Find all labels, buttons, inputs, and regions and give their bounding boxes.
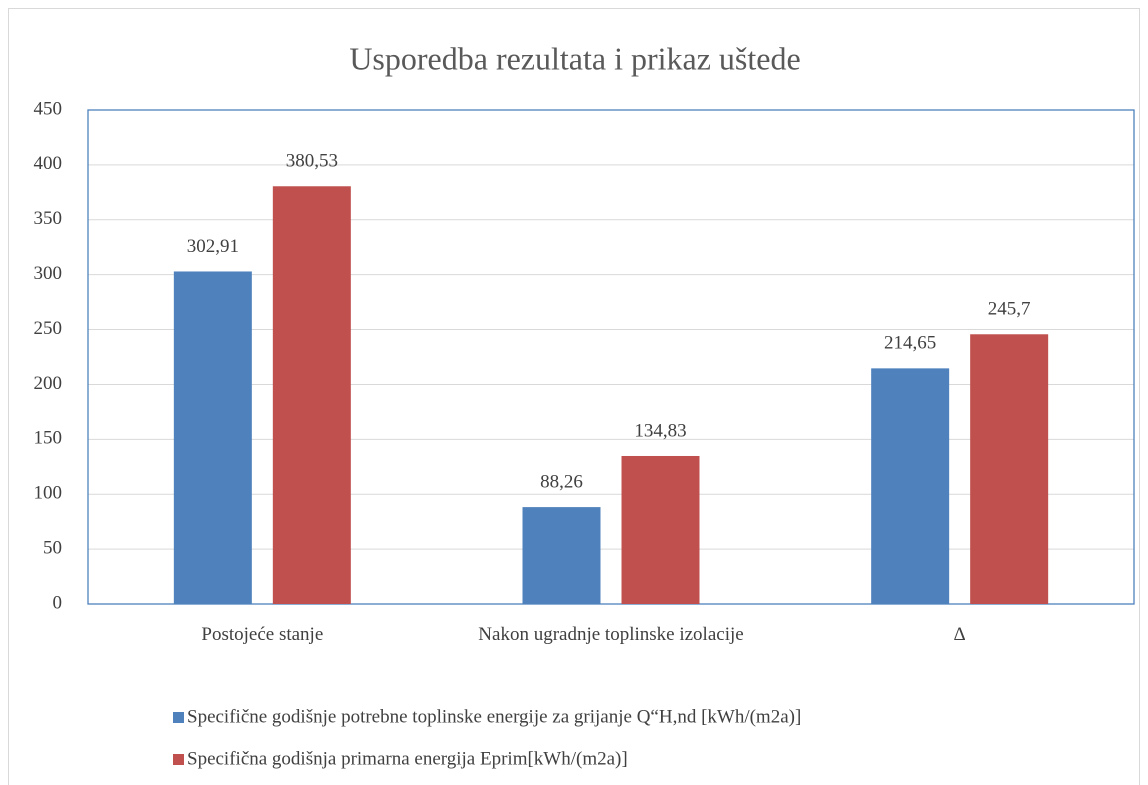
y-tick-label: 350 xyxy=(34,208,63,229)
legend-label: Specifična godišnja primarna energija Ep… xyxy=(187,748,628,769)
y-tick-label: 150 xyxy=(34,428,63,449)
data-label: 245,7 xyxy=(988,299,1031,320)
x-tick-label: Δ xyxy=(953,624,966,645)
bar xyxy=(970,334,1049,604)
data-label: 380,53 xyxy=(286,151,338,172)
bar xyxy=(621,455,700,604)
bar xyxy=(871,368,950,604)
y-tick-label: 0 xyxy=(53,592,63,613)
x-tick-label: Nakon ugradnje toplinske izolacije xyxy=(478,624,744,645)
bar xyxy=(522,507,601,604)
y-tick-label: 400 xyxy=(34,153,63,174)
chart-title: Usporedba rezultata i prikaz uštede xyxy=(349,40,800,76)
plot-border xyxy=(87,109,1135,605)
data-label: 214,65 xyxy=(884,333,936,354)
x-tick-label: Postojeće stanje xyxy=(201,624,324,645)
data-label: 302,91 xyxy=(187,236,239,257)
bar xyxy=(173,271,252,604)
legend-swatch xyxy=(173,754,184,765)
y-tick-label: 250 xyxy=(34,318,63,339)
y-tick-label: 100 xyxy=(34,483,63,504)
y-tick-label: 300 xyxy=(34,263,63,284)
data-label: 88,26 xyxy=(540,471,583,492)
y-tick-label: 200 xyxy=(34,373,63,394)
legend-label: Specifične godišnje potrebne toplinske e… xyxy=(187,706,801,727)
y-tick-label: 50 xyxy=(43,537,62,558)
y-tick-label: 450 xyxy=(34,98,63,119)
data-label: 134,83 xyxy=(634,420,686,441)
chart-border xyxy=(8,8,1140,785)
bar xyxy=(272,186,351,604)
legend-swatch xyxy=(173,712,184,723)
